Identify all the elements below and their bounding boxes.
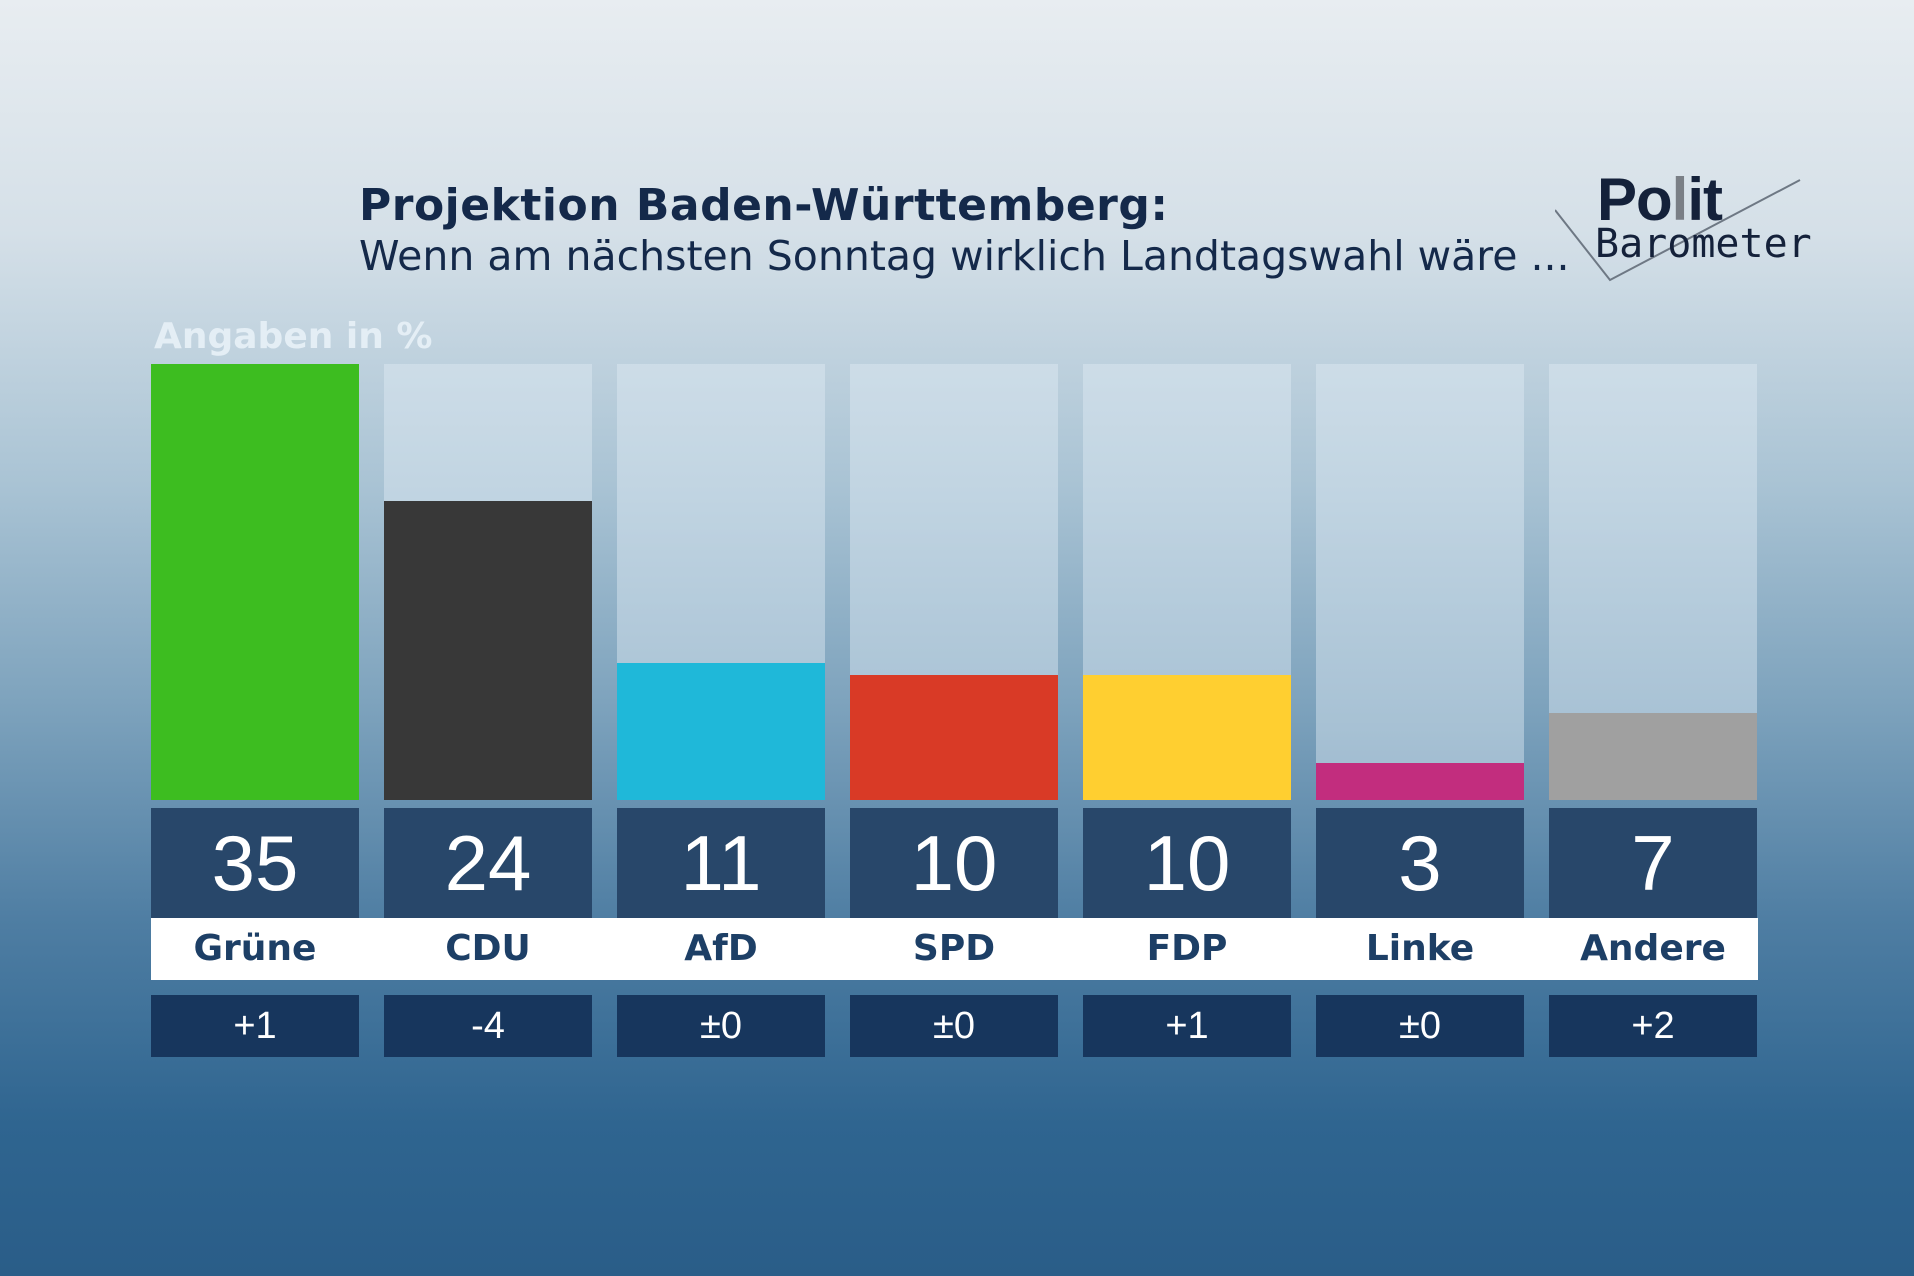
bar-column	[151, 364, 359, 800]
value-label: 24	[384, 808, 592, 918]
change-label: +1	[151, 995, 359, 1057]
value-label: 10	[850, 808, 1058, 918]
value-label: 7	[1549, 808, 1757, 918]
category-label: Andere	[1580, 928, 1726, 969]
checkmark-icon	[1555, 179, 1801, 282]
change-label: ±0	[617, 995, 825, 1057]
change-label: ±0	[1316, 995, 1524, 1057]
bar-5	[1316, 762, 1524, 800]
value-label: 3	[1316, 808, 1524, 918]
bar-column	[850, 364, 1058, 800]
bar-4	[1083, 675, 1291, 800]
politbarometer-logo: Polit Barometer	[1555, 165, 1815, 285]
category-label: FDP	[1146, 928, 1228, 969]
bar-column	[384, 364, 592, 800]
bar-6	[1549, 712, 1757, 800]
change-label: -4	[384, 995, 592, 1057]
value-label: 35	[151, 808, 359, 918]
bar-column	[1316, 364, 1524, 800]
chart-title: Projektion Baden-Württemberg:	[359, 180, 1169, 231]
category-label: Grüne	[193, 928, 317, 969]
category-label: SPD	[912, 928, 996, 969]
category-label: Linke	[1365, 928, 1475, 969]
bar-1	[384, 501, 592, 800]
bar-column	[1083, 364, 1291, 800]
category-label: CDU	[445, 928, 531, 969]
label-band	[151, 918, 1758, 980]
change-label: ±0	[850, 995, 1058, 1057]
bar-2	[617, 662, 825, 800]
change-label: +1	[1083, 995, 1291, 1057]
value-label: 11	[617, 808, 825, 918]
unit-label: Angaben in %	[154, 316, 433, 357]
value-label: 10	[1083, 808, 1291, 918]
change-label: +2	[1549, 995, 1757, 1057]
bar-3	[850, 675, 1058, 800]
chart-subtitle: Wenn am nächsten Sonntag wirklich Landta…	[359, 232, 1570, 280]
bar-0	[151, 364, 359, 800]
bar-column	[617, 364, 825, 800]
category-label: AfD	[684, 928, 758, 969]
bar-column	[1549, 364, 1757, 800]
